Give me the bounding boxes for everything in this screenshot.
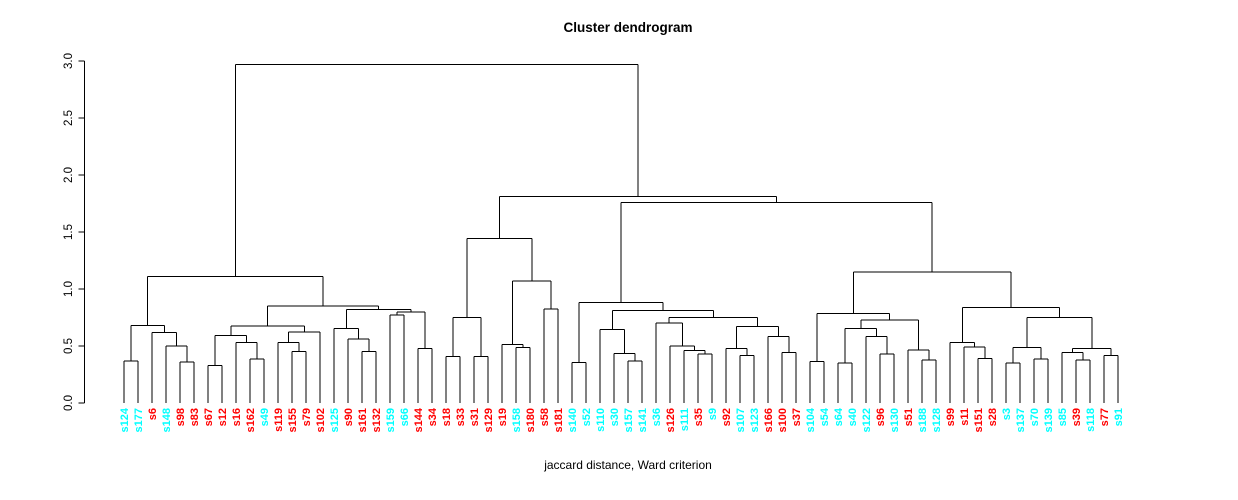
leaf-label: s67	[203, 408, 215, 426]
leaf-label: s16	[231, 408, 243, 426]
leaf-label: s181	[553, 408, 565, 432]
leaf-label: s70	[1029, 408, 1041, 426]
leaf-label: s139	[1043, 408, 1055, 432]
y-tick-label: 3.0	[63, 53, 75, 69]
leaf-label: s34	[427, 407, 439, 426]
leaf-label: s77	[1099, 408, 1111, 426]
leaf-label: s161	[357, 408, 369, 432]
leaf-label: s158	[511, 408, 523, 432]
leaf-label: s49	[259, 408, 271, 426]
leaf-label: s51	[903, 408, 915, 426]
leaf-label: s130	[889, 408, 901, 432]
leaf-label: s40	[847, 408, 859, 426]
leaf-label: s98	[175, 408, 187, 426]
leaf-label: s79	[301, 408, 313, 426]
leaf-label: s11	[959, 408, 971, 426]
leaf-label: s140	[567, 408, 579, 432]
y-tick-label: 2.0	[63, 167, 75, 183]
leaf-label: s157	[623, 408, 635, 432]
leaf-label: s122	[861, 408, 873, 432]
leaf-label: s30	[609, 408, 621, 426]
leaf-label: s155	[287, 408, 299, 432]
leaf-label: s166	[763, 408, 775, 432]
y-tick-label: 0.5	[63, 338, 75, 354]
leaf-label: s66	[399, 408, 411, 426]
leaf-label: s128	[931, 408, 943, 432]
leaf-label: s148	[161, 408, 173, 432]
leaf-label: s137	[1015, 408, 1027, 432]
leaf-label: s104	[805, 407, 817, 432]
leaf-label: s91	[1113, 408, 1125, 426]
leaf-label: s36	[651, 408, 663, 426]
y-tick-label: 2.5	[63, 110, 75, 126]
leaf-label: s52	[581, 408, 593, 426]
leaf-label: s177	[133, 408, 145, 432]
leaf-label: s125	[329, 408, 341, 432]
leaf-label: s31	[469, 408, 481, 426]
leaf-label: s96	[875, 408, 887, 426]
y-tick-label: 1.0	[63, 281, 75, 297]
leaf-label: s3	[1001, 408, 1013, 420]
leaf-label: s99	[945, 408, 957, 426]
leaf-label: s100	[777, 408, 789, 432]
leaf-label: s54	[819, 407, 831, 426]
leaf-label: s123	[749, 408, 761, 432]
leaf-label: s159	[385, 408, 397, 432]
leaf-label: s9	[707, 408, 719, 420]
chart-title: Cluster dendrogram	[563, 20, 693, 35]
leaf-label: s141	[637, 408, 649, 432]
leaf-label: s102	[315, 408, 327, 432]
leaf-label: s35	[693, 408, 705, 426]
leaf-label: s64	[833, 407, 845, 426]
leaf-label: s118	[1085, 408, 1097, 432]
leaf-label: s12	[217, 408, 229, 426]
leaf-label: s107	[735, 408, 747, 432]
leaf-label: s19	[497, 408, 509, 426]
leaf-label: s119	[273, 408, 285, 432]
leaf-label: s18	[441, 408, 453, 426]
leaf-label: s188	[917, 408, 929, 432]
leaf-label: s151	[973, 408, 985, 432]
leaf-label: s90	[343, 408, 355, 426]
leaf-label: s83	[189, 408, 201, 426]
leaf-label: s28	[987, 408, 999, 426]
leaf-label: s126	[665, 408, 677, 432]
y-tick-label: 0.0	[63, 395, 75, 411]
x-axis-label: jaccard distance, Ward criterion	[544, 458, 712, 472]
leaf-label: s39	[1071, 408, 1083, 426]
leaf-label: s6	[147, 408, 159, 420]
leaf-label: s124	[119, 407, 131, 432]
leaf-label: s110	[595, 408, 607, 432]
leaf-label: s58	[539, 408, 551, 426]
leaf-label: s92	[721, 408, 733, 426]
leaf-label: s129	[483, 408, 495, 432]
y-tick-label: 1.5	[63, 224, 75, 240]
leaf-label: s162	[245, 408, 257, 432]
leaf-label: s85	[1057, 408, 1069, 426]
leaf-label: s180	[525, 408, 537, 432]
leaf-label: s132	[371, 408, 383, 432]
leaf-label: s111	[679, 408, 691, 431]
leaf-label: s33	[455, 408, 467, 426]
leaf-label: s144	[413, 407, 425, 432]
leaf-label: s37	[791, 408, 803, 426]
